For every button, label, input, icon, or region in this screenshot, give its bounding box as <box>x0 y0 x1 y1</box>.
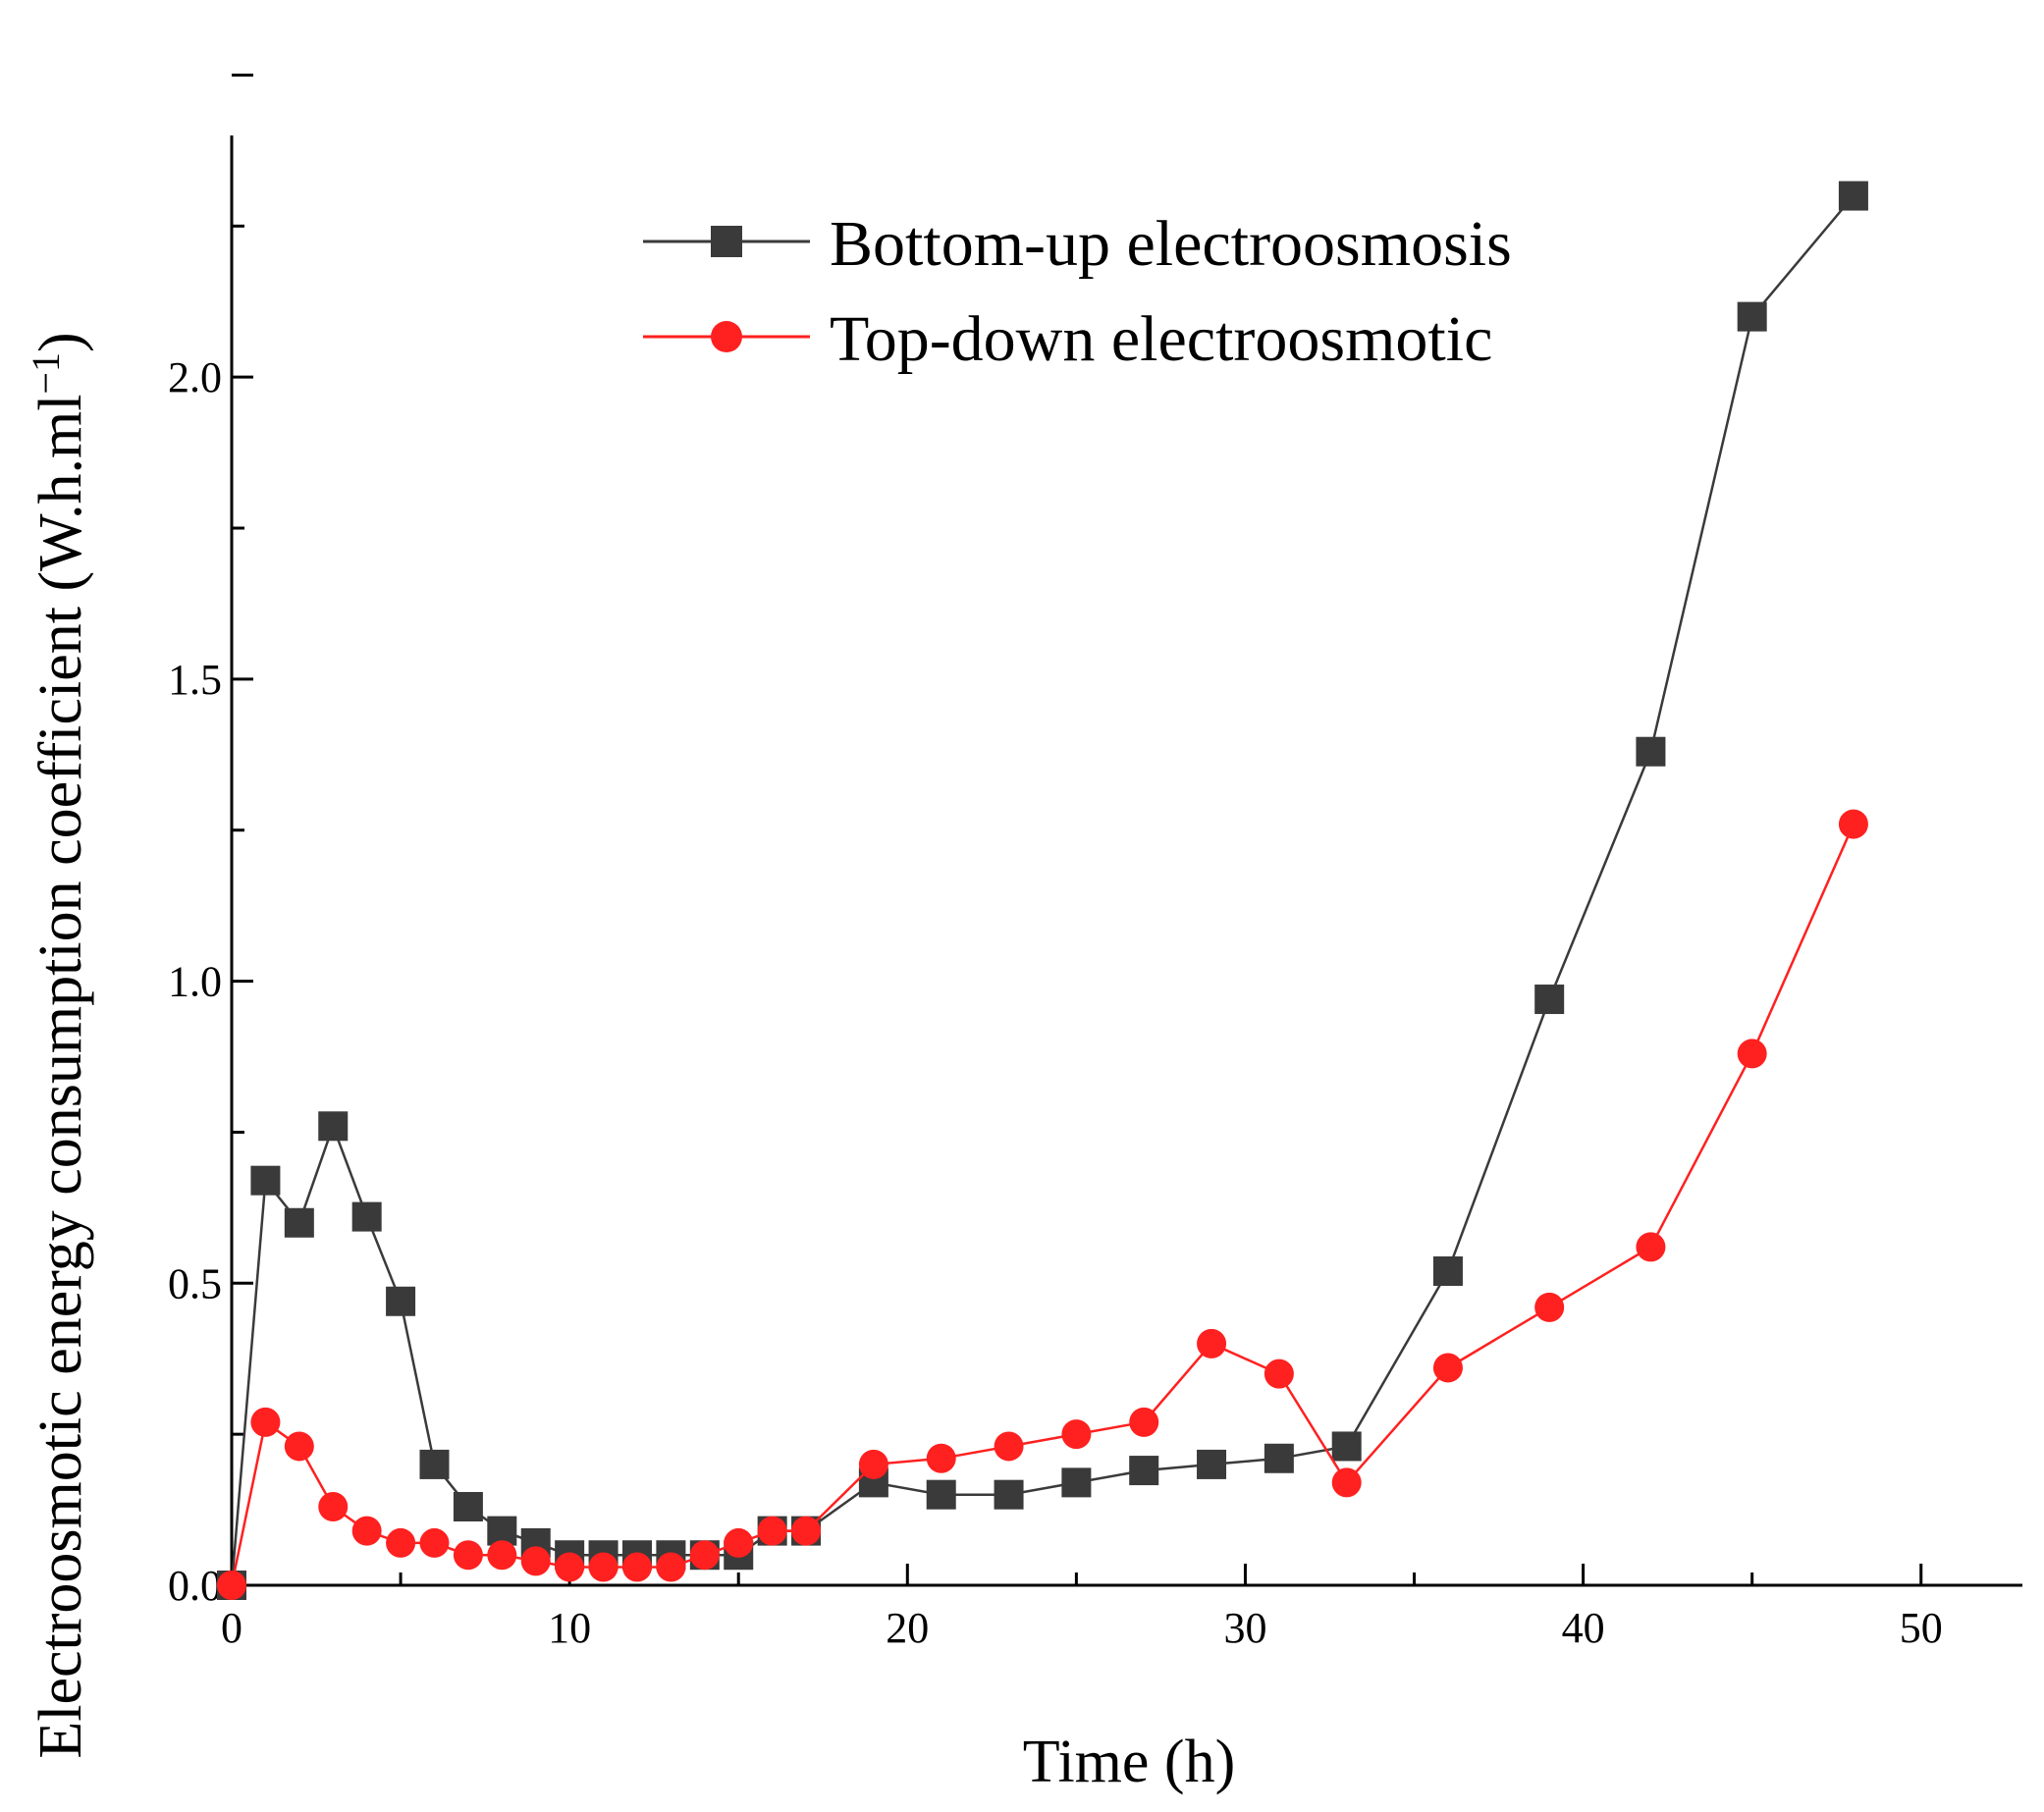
data-point-top-down <box>689 1540 720 1571</box>
data-point-top-down <box>520 1546 551 1576</box>
y-axis-title-superscript: −1 <box>24 352 68 395</box>
legend-entry-bottom-up: Bottom-up electroosmosis <box>643 208 1512 280</box>
data-point-top-down <box>994 1431 1024 1462</box>
data-point-top-down <box>1534 1292 1565 1322</box>
y-tick-label: 1.0 <box>168 958 222 1006</box>
data-point-bottom-up <box>926 1479 956 1510</box>
data-point-top-down <box>757 1516 787 1546</box>
data-point-bottom-up <box>284 1207 314 1238</box>
data-point-bottom-up <box>994 1479 1024 1510</box>
x-tick-label: 40 <box>1562 1604 1605 1652</box>
y-axis-title: Electroosmotic energy consumption coeffi… <box>24 332 94 1758</box>
data-point-top-down <box>318 1491 349 1521</box>
data-point-top-down <box>926 1443 956 1473</box>
data-point-top-down <box>858 1449 888 1479</box>
y-axis-title-main: Electroosmotic energy consumption coeffi… <box>27 395 94 1759</box>
data-point-top-down <box>724 1527 754 1558</box>
data-point-bottom-up <box>1197 1449 1227 1479</box>
data-point-top-down <box>588 1552 619 1582</box>
data-point-top-down <box>1737 1039 1767 1069</box>
x-tick-label: 20 <box>886 1604 929 1652</box>
data-point-top-down <box>555 1552 585 1582</box>
data-point-bottom-up <box>1129 1456 1159 1486</box>
series-line-bottom-up <box>230 194 1855 1586</box>
data-point-bottom-up <box>250 1165 281 1196</box>
data-point-top-down <box>1331 1467 1362 1498</box>
data-point-bottom-up <box>318 1111 349 1142</box>
x-tick-label: 30 <box>1223 1604 1266 1652</box>
y-tick-label: 1.5 <box>168 656 222 704</box>
data-point-top-down <box>250 1407 281 1437</box>
data-point-top-down <box>656 1552 686 1582</box>
y-tick-label: 0.0 <box>168 1562 222 1610</box>
legend-marker-bottom-up <box>711 226 742 257</box>
x-axis-title: Time (h) <box>1023 1729 1235 1795</box>
data-point-top-down <box>487 1540 517 1571</box>
y-axis-ticks: 0.0 0.5 1.0 1.5 2.0 <box>168 73 253 1610</box>
data-point-top-down <box>791 1516 822 1546</box>
data-point-top-down <box>1636 1232 1666 1262</box>
x-tick-label: 50 <box>1900 1604 1943 1652</box>
data-point-bottom-up <box>419 1449 450 1479</box>
legend-marker-top-down <box>711 321 742 352</box>
data-point-top-down <box>1061 1419 1092 1450</box>
data-point-top-down <box>419 1527 450 1558</box>
legend: Bottom-up electroosmosis Top-down electr… <box>643 208 1512 375</box>
series-top-down <box>217 809 1868 1600</box>
data-point-top-down <box>453 1540 483 1571</box>
data-point-top-down <box>284 1431 314 1462</box>
data-point-bottom-up <box>1636 736 1666 767</box>
legend-entry-top-down: Top-down electroosmotic <box>643 303 1492 375</box>
series-bottom-up <box>217 181 1868 1600</box>
y-tick-label: 2.0 <box>168 353 222 401</box>
data-point-bottom-up <box>1264 1443 1294 1473</box>
data-point-bottom-up <box>453 1491 483 1521</box>
data-point-top-down <box>1197 1328 1227 1359</box>
data-point-top-down <box>621 1552 652 1582</box>
data-point-top-down <box>386 1527 416 1558</box>
data-point-top-down <box>1129 1407 1159 1437</box>
data-point-top-down <box>351 1516 382 1546</box>
data-point-top-down <box>1264 1359 1294 1389</box>
data-point-top-down <box>1838 809 1868 839</box>
data-point-bottom-up <box>1534 985 1565 1015</box>
series-line-top-down <box>230 824 1856 1586</box>
data-point-bottom-up <box>1838 181 1868 211</box>
legend-label-bottom-up: Bottom-up electroosmosis <box>830 208 1512 280</box>
y-tick-label: 0.5 <box>168 1259 222 1307</box>
legend-label-top-down: Top-down electroosmotic <box>830 303 1492 375</box>
x-tick-label: 10 <box>548 1604 591 1652</box>
y-axis-title-close: ) <box>27 332 94 352</box>
data-point-top-down <box>217 1571 246 1600</box>
x-tick-label: 0 <box>221 1604 242 1652</box>
data-point-bottom-up <box>386 1286 416 1316</box>
data-point-bottom-up <box>1432 1255 1463 1286</box>
series-layer <box>217 181 1868 1600</box>
data-point-bottom-up <box>1331 1431 1362 1462</box>
data-point-bottom-up <box>351 1201 382 1232</box>
data-point-bottom-up <box>1061 1467 1092 1498</box>
data-point-top-down <box>1432 1353 1463 1383</box>
x-axis-ticks: 0 10 20 30 40 50 <box>221 1564 1943 1652</box>
data-point-bottom-up <box>1737 301 1767 332</box>
